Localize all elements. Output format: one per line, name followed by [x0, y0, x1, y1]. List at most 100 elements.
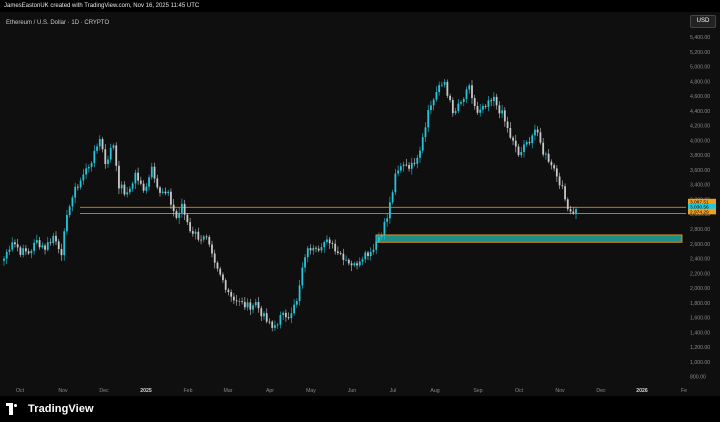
candle-body: [85, 168, 88, 175]
y-tick-label: 2,800.00: [690, 227, 710, 233]
candle-body: [222, 274, 224, 281]
y-tick-label: 2,600.00: [690, 242, 710, 248]
candle-body: [460, 101, 462, 104]
candle-body: [150, 166, 153, 178]
y-tick-label: 1,000.00: [690, 360, 710, 366]
candle-body: [506, 121, 509, 128]
candle-body: [369, 251, 372, 257]
candle-body: [172, 204, 175, 212]
candle-body: [161, 191, 164, 193]
candle-body: [435, 92, 438, 100]
candle-body: [16, 244, 19, 248]
y-tick-label: 4,600.00: [690, 94, 710, 100]
y-tick-label: 1,200.00: [690, 345, 710, 351]
candle-body: [575, 209, 577, 214]
candle-body: [306, 248, 309, 258]
x-tick-label: Nov: [58, 388, 68, 394]
candle-body: [279, 314, 282, 325]
candle-body: [211, 244, 213, 254]
candle-body: [525, 142, 528, 145]
chart-area[interactable]: 800.00 1,000.00 1,200.00 1,400.00 1,600.00 1,…: [0, 12, 720, 396]
candle-body: [52, 235, 55, 244]
candle-body: [399, 166, 402, 171]
candle-body: [287, 317, 290, 319]
y-tick-label: 5,000.00: [690, 65, 710, 71]
candle-body: [484, 105, 487, 107]
candle-body: [134, 172, 137, 184]
candle-body: [320, 247, 323, 251]
candle-body: [246, 302, 249, 308]
candle-body: [145, 186, 148, 191]
candle-body: [339, 253, 342, 254]
candle-body: [60, 249, 63, 256]
y-tick-label: 1,400.00: [690, 330, 710, 336]
tradingview-logo[interactable]: TradingView: [6, 402, 94, 416]
candle-body: [164, 191, 167, 194]
tradingview-brand-text: TradingView: [28, 403, 94, 415]
candle-body: [257, 302, 260, 309]
candle-body: [342, 253, 345, 260]
candle-body: [79, 180, 82, 188]
candle-body: [468, 85, 471, 90]
candle-body: [356, 263, 358, 266]
candle-body: [380, 234, 383, 238]
candle-body: [476, 105, 479, 113]
candle-body: [167, 191, 170, 194]
footer: TradingView: [0, 396, 720, 422]
candle-body: [558, 176, 561, 186]
price-chart[interactable]: 800.00 1,000.00 1,200.00 1,400.00 1,600.00 1,…: [0, 12, 720, 396]
candle-body: [367, 252, 369, 257]
candle-body: [361, 259, 364, 262]
x-tick-label: 2025: [140, 388, 152, 394]
candle-body: [274, 325, 276, 328]
x-tick-label: 2026: [636, 388, 648, 394]
candle-body: [514, 140, 517, 147]
candle-body: [391, 192, 394, 203]
currency-button[interactable]: USD: [690, 15, 716, 28]
candle-body: [96, 146, 98, 151]
candle-body: [566, 199, 569, 210]
candle-body: [375, 241, 378, 250]
y-tick-label: 5,200.00: [690, 50, 710, 56]
candle-body: [449, 95, 452, 100]
y-tick-label: 2,200.00: [690, 271, 710, 277]
candle-body: [410, 162, 413, 169]
candle-body: [66, 214, 68, 232]
candle-body: [87, 166, 90, 169]
candle-body: [347, 259, 350, 264]
candle-body: [304, 257, 306, 268]
candle-body: [561, 185, 564, 187]
candle-body: [191, 231, 194, 234]
candle-body: [462, 98, 465, 102]
candle-body: [334, 243, 337, 252]
candle-body: [293, 304, 296, 314]
candle-body: [263, 313, 265, 317]
candle-body: [254, 302, 257, 306]
candle-body: [298, 285, 301, 302]
candle-body: [22, 248, 25, 255]
candle-body: [492, 96, 495, 102]
price-tag: [688, 203, 716, 210]
candle-body: [523, 144, 525, 152]
y-tick-label: 800.00: [690, 375, 706, 381]
candle-body: [517, 146, 520, 156]
candle-body: [328, 239, 331, 244]
candle-body: [112, 145, 115, 148]
candle-body: [156, 178, 159, 188]
x-tick-label: Mar: [224, 388, 233, 394]
candle-body: [473, 98, 476, 106]
candle-body: [457, 103, 460, 111]
candle-body: [5, 251, 8, 259]
y-tick-label: 1,800.00: [690, 301, 710, 307]
candle-body: [350, 263, 353, 266]
candle-body: [364, 252, 367, 260]
candle-body: [71, 197, 74, 207]
tradingview-logo-icon: [6, 403, 24, 415]
y-tick-label: 3,400.00: [690, 183, 710, 189]
candle-body: [74, 186, 77, 198]
candle-body: [432, 99, 435, 106]
candle-body: [148, 177, 150, 187]
candle-body: [572, 211, 575, 214]
candle-body: [175, 211, 178, 218]
candle-body: [430, 105, 432, 110]
